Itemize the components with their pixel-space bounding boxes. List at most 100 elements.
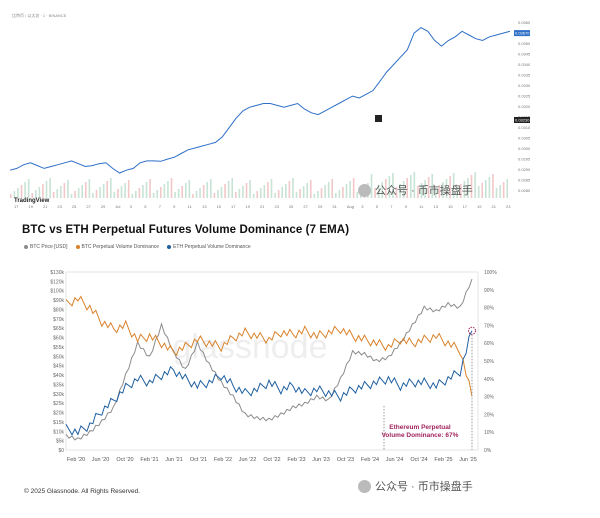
tv-x-tick: 13 [202,204,207,209]
volume-bar [506,179,509,198]
volume-bar [392,173,394,198]
volume-bar [42,184,44,198]
tv-x-tick: 5 [144,204,147,209]
volume-bar [306,183,309,198]
volume-bar [227,181,230,198]
tv-x-tick: 27 [303,204,308,209]
volume-bar [74,191,76,198]
volume-bar [170,178,173,198]
volume-bar [160,187,162,198]
tv-x-tick: 21 [43,204,48,209]
volume-bar [452,173,455,198]
x-tick: Jun '24 [386,457,404,463]
volume-bar [167,181,169,198]
volume-bar [174,192,176,198]
legend-eth-dominance[interactable]: ETH Perpetual Volume Dominance [167,244,251,250]
volume-bar [24,182,26,198]
volume-bar [163,184,166,198]
volume-bar [135,191,137,198]
volume-bar [231,178,234,198]
annotation-text-line1: Ethereum Perpetual [389,424,451,431]
tv-x-tick: 23 [274,204,279,209]
volume-bar [417,186,419,198]
volume-bar [127,180,130,198]
volume-bar [145,182,148,198]
volume-bar [463,181,466,198]
volume-bar [388,176,391,198]
volume-bar [210,179,212,198]
tv-x-tick: 7 [159,204,162,209]
volume-bar [499,185,501,198]
volume-bar [442,182,444,198]
chart-legend: BTC Price [USD] BTC Perpetual Volume Dom… [24,244,251,250]
wechat-icon [358,479,371,493]
annotation-text-line2: Volume Dominance: 67% [382,432,459,439]
volume-bar [352,178,355,198]
volume-bar [488,177,491,198]
tv-x-tick: 19 [28,204,33,209]
volume-bar [195,191,198,198]
volume-bar [313,194,316,198]
tv-x-tick: 21 [260,204,265,209]
volume-bar [120,186,123,198]
volume-bar [242,186,244,198]
volume-bar [302,186,305,198]
tv-x-tick: 13 [434,204,439,209]
volume-bar [49,178,51,198]
volume-bar [56,189,59,198]
glassnode-chart-svg: $0 $5k $10k $15k $20k $25k $30k $35k $40k $45k $50… [50,270,497,463]
volume-bar [238,189,241,198]
volume-bar [88,179,91,198]
tv-y-tick: 0.02800 [518,188,530,193]
volume-bar [470,175,473,198]
volume-bar [138,188,141,198]
volume-bar [206,182,209,198]
y-left-tick: $30k [53,392,64,398]
volume-bar [85,182,87,198]
tv-x-tick: 9 [173,204,176,209]
volume-bar [342,187,344,198]
volume-bar [277,190,280,198]
watermark-top: 公众号 · 币市操盘手 [358,182,473,198]
series-line-2 [65,330,473,436]
volume-bar [38,187,41,198]
x-tick: Feb '20 [67,457,85,463]
volume-bar [456,187,459,198]
tv-x-tick: 11 [188,204,193,209]
volume-bar [299,189,301,198]
y-right-tick: 60% [484,341,495,347]
volume-bar [131,194,134,198]
tv-x-tick: 15 [217,204,222,209]
x-tick: Feb '25 [434,457,452,463]
volume-bar [77,188,80,198]
volume-bar [60,186,62,198]
volume-bar [220,187,223,198]
volume-bar [420,183,423,198]
volume-bar [467,178,469,198]
x-tick: Oct '23 [337,457,354,463]
volume-bar [192,194,194,198]
volume-bar [445,179,448,198]
volume-bar [188,180,191,198]
y-right-tick: 40% [484,377,495,383]
volume-bar [381,182,384,198]
y-left-tick: $45k [53,364,64,370]
legend-btc-price[interactable]: BTC Price [USD] [24,244,68,250]
y-left-tick: $80k [53,307,64,313]
tv-x-tick: Jul [115,204,120,209]
volume-bar [35,190,37,198]
volume-bar [481,183,484,198]
legend-btc-dominance[interactable]: BTC Perpetual Volume Dominance [75,244,159,250]
volume-bar [45,181,48,198]
volume-bar [431,174,434,198]
volume-bar [310,180,312,198]
volume-bar [477,186,480,198]
tv-x-tick: 31 [332,204,337,209]
volume-bar [349,181,351,198]
volume-bar [202,185,205,198]
tv-x-tick: Aug [347,204,354,209]
volume-bar [177,189,180,198]
volume-bar [67,180,69,198]
